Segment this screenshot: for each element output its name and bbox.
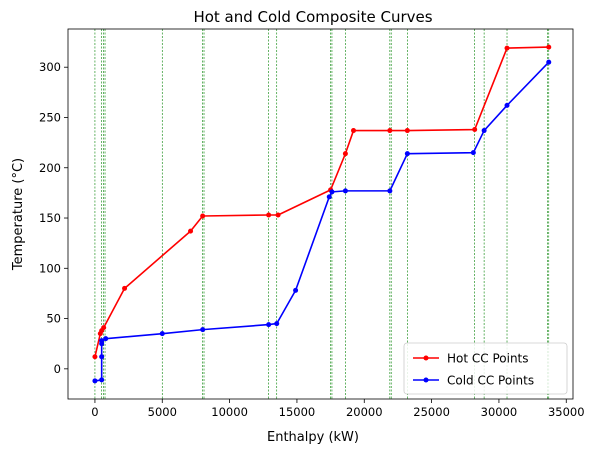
data-point xyxy=(342,188,348,194)
data-point xyxy=(470,150,476,156)
data-point xyxy=(274,321,280,327)
y-tick-label: 300 xyxy=(39,60,61,74)
data-point xyxy=(99,377,105,383)
data-point xyxy=(546,44,552,50)
data-point xyxy=(188,228,194,234)
data-point xyxy=(329,189,335,195)
data-point xyxy=(266,322,272,328)
data-point xyxy=(504,102,510,108)
legend-swatch-marker xyxy=(423,355,429,361)
x-axis-label: Enthalpy (kW) xyxy=(267,430,359,445)
data-point xyxy=(266,212,272,218)
series-line xyxy=(94,46,549,357)
x-tick-label: 5000 xyxy=(148,405,177,419)
data-point xyxy=(387,188,393,194)
data-point xyxy=(404,151,410,157)
data-point xyxy=(342,151,348,157)
y-tick-label: 100 xyxy=(39,261,61,275)
plot-frame xyxy=(67,28,574,400)
data-point xyxy=(481,128,487,134)
y-axis-label: Temperature (°C) xyxy=(11,158,26,271)
x-axis-ticks: 0 5000 10000 15000 20000 25000 30000 35000 xyxy=(91,399,585,419)
legend-label: Cold CC Points xyxy=(447,374,534,388)
x-tick-label: 10000 xyxy=(211,405,248,419)
data-point xyxy=(275,212,281,218)
legend-label: Hot CC Points xyxy=(447,352,529,366)
y-tick-label: 0 xyxy=(54,362,61,376)
y-tick-label: 200 xyxy=(39,161,61,175)
data-point xyxy=(472,127,478,133)
legend: Hot CC Points Cold CC Points xyxy=(403,342,568,395)
data-point xyxy=(92,378,98,384)
x-tick-label: 25000 xyxy=(413,405,450,419)
y-axis-ticks: 0 50 100 150 200 250 300 xyxy=(39,60,68,376)
x-tick-label: 30000 xyxy=(481,405,518,419)
chart-title: Hot and Cold Composite Curves xyxy=(193,8,432,26)
data-point xyxy=(200,213,206,219)
data-point xyxy=(404,128,410,134)
data-point xyxy=(200,327,206,333)
y-tick-label: 250 xyxy=(39,110,61,124)
data-point xyxy=(92,354,98,360)
data-point xyxy=(122,285,128,291)
x-tick-label: 15000 xyxy=(279,405,316,419)
x-tick-label: 35000 xyxy=(548,405,585,419)
data-point xyxy=(159,331,165,337)
legend-swatch-marker xyxy=(423,377,429,383)
data-point xyxy=(326,194,332,200)
data-point xyxy=(546,59,552,65)
series-layer xyxy=(92,44,552,384)
legend-box xyxy=(403,342,568,395)
data-point xyxy=(99,338,105,344)
data-point xyxy=(101,325,107,331)
x-tick-label: 0 xyxy=(91,405,98,419)
data-point xyxy=(504,45,510,51)
data-point xyxy=(387,128,393,134)
y-tick-label: 50 xyxy=(46,312,61,326)
y-tick-label: 150 xyxy=(39,211,61,225)
data-point xyxy=(293,287,299,293)
data-point xyxy=(350,128,356,134)
x-tick-label: 20000 xyxy=(346,405,383,419)
data-point xyxy=(99,354,105,360)
data-point xyxy=(103,336,109,342)
